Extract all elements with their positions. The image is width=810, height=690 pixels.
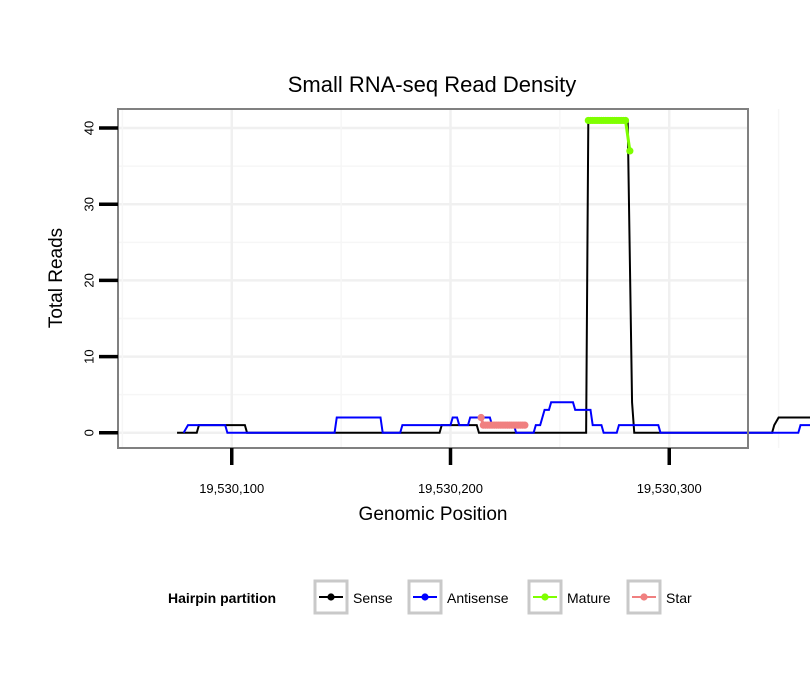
legend-key-point-antisense <box>421 593 429 601</box>
y-tick-label: 40 <box>82 121 97 135</box>
x-tick-label: 19,530,300 <box>637 481 702 496</box>
data-point-mature <box>626 147 634 155</box>
x-axis-label: Genomic Position <box>359 504 508 525</box>
legend: Hairpin partition Sense Antisense Mature St… <box>168 579 692 615</box>
legend-title: Hairpin partition <box>168 590 276 606</box>
legend-label-antisense: Antisense <box>447 590 509 606</box>
data-point-star <box>521 421 529 429</box>
series-line-antisense <box>182 401 810 434</box>
legend-key-point-star <box>640 593 648 601</box>
plot-area <box>177 116 810 434</box>
y-tick-label: 0 <box>82 429 97 436</box>
legend-key-point-sense <box>327 593 335 601</box>
y-axis: 0 10 20 30 40 <box>82 121 118 436</box>
legend-key-point-mature <box>541 593 549 601</box>
series-line-mature <box>588 118 632 152</box>
data-point-mature <box>621 116 630 125</box>
chart-title: Small RNA-seq Read Density <box>288 72 577 97</box>
x-axis: 19,530,100 19,530,200 19,530,300 <box>199 448 702 496</box>
legend-label-sense: Sense <box>353 590 393 606</box>
y-tick-label: 20 <box>82 273 97 287</box>
x-tick-label: 19,530,200 <box>418 481 483 496</box>
y-axis-label: Total Reads <box>46 228 67 328</box>
data-point-star <box>477 413 485 422</box>
x-tick-label: 19,530,100 <box>199 481 264 496</box>
series-line-sense <box>177 119 810 434</box>
legend-label-mature: Mature <box>567 590 611 606</box>
grid <box>118 109 780 448</box>
y-tick-label: 30 <box>82 197 97 211</box>
panel-border <box>117 108 749 449</box>
y-tick-label: 10 <box>82 349 97 363</box>
legend-label-star: Star <box>666 590 692 606</box>
